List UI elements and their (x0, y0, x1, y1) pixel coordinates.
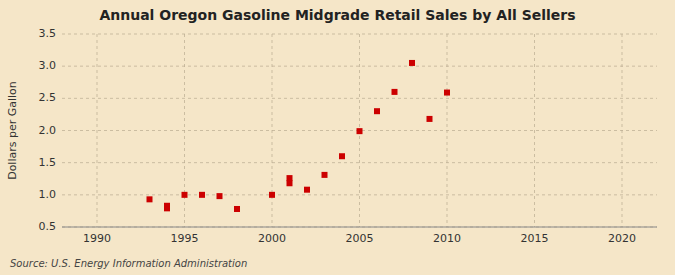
x-grid-line (622, 34, 623, 227)
point (392, 89, 398, 95)
x-tick-label: 2015 (521, 232, 549, 245)
point (199, 192, 205, 198)
y-tick-label: 3.5 (39, 27, 57, 40)
background (0, 0, 675, 275)
y-grid-line (62, 227, 657, 228)
y-grid-line (62, 98, 657, 99)
y-axis-label: Dollars per Gallon (6, 81, 19, 180)
axes: 0.5 1.0 1.5 2.0 2.5 3.0 3.5 1990 1995 2000 2005 201… (39, 27, 658, 245)
point (217, 193, 223, 199)
chart: 0.5 1.0 1.5 2.0 2.5 3.0 3.5 1990 1995 2000 2005 201… (0, 0, 675, 275)
point (287, 180, 293, 186)
point (164, 203, 170, 209)
y-tick-label: 2.5 (39, 91, 57, 104)
y-tick-label: 2.0 (39, 124, 57, 137)
x-tick-label: 1995 (171, 232, 199, 245)
y-tick-label: 0.5 (39, 220, 57, 233)
point (322, 172, 328, 178)
title: Annual Oregon Gasoline Midgrade Retail S… (99, 7, 575, 23)
y-grid-line (62, 194, 657, 195)
point (374, 108, 380, 114)
y-tick-label: 3.0 (39, 59, 57, 72)
point (409, 60, 415, 66)
point (444, 90, 450, 96)
point (287, 175, 293, 181)
x-grid-line (97, 34, 98, 227)
x-grid-line (447, 34, 448, 227)
x-tick-label: 2010 (433, 232, 461, 245)
x-axis-line (62, 227, 657, 228)
x-tick-label: 2000 (258, 232, 286, 245)
point (339, 153, 345, 159)
point (269, 192, 275, 198)
point (234, 206, 240, 212)
point (182, 192, 188, 198)
y-tick-label: 1.0 (39, 188, 57, 201)
page: {"chart_data": { "type": "scatter", "tit… (0, 0, 675, 275)
y-tick-label: 1.5 (39, 156, 57, 169)
source: Source: U.S. Energy Information Administ… (10, 258, 247, 269)
x-tick-label: 2020 (608, 232, 636, 245)
point (147, 196, 153, 202)
point (427, 116, 433, 122)
x-grid-line (534, 34, 535, 227)
x-tick-label: 1990 (83, 232, 111, 245)
points (147, 60, 451, 212)
grid (62, 34, 657, 227)
point (357, 128, 363, 134)
x-grid-line (184, 34, 185, 227)
x-tick-label: 2005 (346, 232, 374, 245)
x-grid-line (272, 34, 273, 227)
point (304, 187, 310, 193)
